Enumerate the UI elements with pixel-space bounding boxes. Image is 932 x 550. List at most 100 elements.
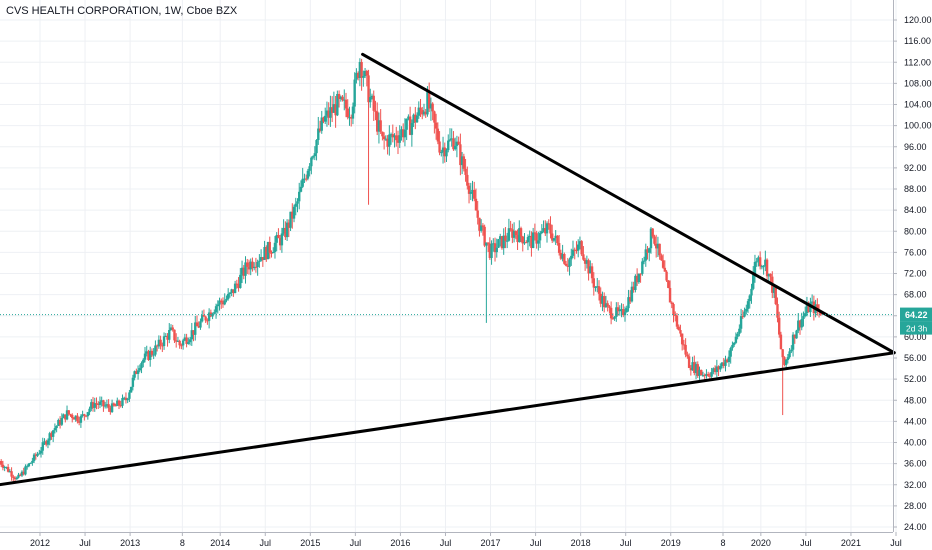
candle-down	[679, 330, 682, 334]
candle-up	[618, 309, 621, 312]
candle-up	[216, 304, 219, 307]
candle-up	[810, 301, 814, 303]
candle-up	[369, 97, 372, 103]
candle-down	[473, 189, 476, 199]
candle-up	[317, 128, 320, 141]
candle-up	[492, 243, 495, 245]
price-tick-label: 68.00	[904, 290, 927, 300]
candle-up	[90, 402, 93, 409]
candle-up	[403, 129, 407, 138]
candle-up	[320, 117, 323, 131]
candle-down	[13, 477, 17, 480]
price-tick-label: 76.00	[904, 247, 927, 257]
time-tick-label: 2021	[841, 538, 861, 548]
candle-down	[602, 296, 606, 308]
candle-down	[381, 131, 384, 137]
candle-up	[103, 405, 107, 407]
candle-down	[77, 421, 81, 423]
candle-down	[173, 329, 176, 341]
candle-up	[505, 240, 509, 242]
candle-up	[731, 344, 734, 349]
candle-up	[240, 267, 244, 275]
candle-down	[284, 227, 287, 238]
candle-up	[732, 342, 736, 345]
candle-down	[544, 228, 547, 234]
candle-up	[596, 286, 599, 288]
candle-up	[273, 242, 277, 252]
time-axis[interactable]: 2012 Jul 2013 8 2014 Jul 2015 Jul 2016 Jul 2017 Jul…	[0, 532, 902, 548]
candle-up	[724, 359, 727, 366]
candle-up	[694, 364, 698, 374]
candle-up	[764, 259, 767, 267]
candle-down	[663, 267, 667, 272]
candle-down	[34, 454, 38, 456]
candle-down	[758, 257, 762, 267]
candle-up	[410, 123, 414, 135]
candle-down	[478, 217, 481, 231]
candle-down	[268, 241, 271, 253]
candle-down	[573, 249, 576, 251]
candle-up	[41, 442, 44, 451]
candle-down	[551, 233, 554, 241]
candle-up	[226, 293, 230, 299]
candle-up	[152, 354, 155, 356]
candle-up	[214, 306, 218, 313]
candle-up	[296, 201, 299, 204]
price-tick-label: 100.00	[904, 121, 932, 131]
candle-up	[745, 308, 748, 312]
candle-up	[363, 70, 367, 77]
candle-up	[710, 371, 713, 377]
candle-down	[112, 403, 116, 406]
candle-down	[438, 141, 441, 153]
candle-down	[665, 271, 668, 281]
candle-up	[280, 233, 284, 246]
candle-down	[486, 242, 490, 244]
time-tick-label: 2020	[751, 538, 771, 548]
candle-down	[161, 345, 164, 347]
candle-down	[58, 419, 62, 425]
candle-up	[223, 300, 226, 305]
candle-up	[176, 340, 180, 342]
candle-up	[526, 237, 530, 243]
candle-up	[389, 134, 393, 136]
candle-up	[81, 414, 84, 417]
candle-up	[649, 228, 653, 249]
candle-down	[559, 252, 563, 259]
candle-down	[72, 418, 76, 420]
candle-down	[195, 322, 199, 327]
candle-down	[202, 315, 206, 317]
candle-down	[549, 224, 552, 234]
candle-down	[265, 247, 268, 260]
time-tick-label: 2017	[481, 538, 501, 548]
candle-up	[495, 247, 498, 253]
candle-up	[528, 235, 531, 238]
candle-down	[628, 297, 632, 302]
time-tick-label: 2015	[300, 538, 320, 548]
price-axis[interactable]: 120.00 116.00 112.00 108.00 104.00 100.00 96.0…	[893, 0, 932, 532]
candle-down	[793, 334, 797, 339]
candle-up	[561, 253, 564, 259]
candle-down	[488, 243, 492, 258]
candle-up	[123, 397, 126, 399]
candle-up	[325, 110, 329, 116]
candle-down	[391, 134, 394, 138]
candle-down	[670, 302, 673, 305]
candle-down	[337, 93, 341, 99]
candle-down	[178, 340, 181, 346]
candle-up	[355, 72, 358, 80]
candle-up	[627, 297, 630, 309]
candle-down	[95, 403, 98, 405]
candle-down	[592, 278, 596, 288]
candle-up	[762, 266, 765, 268]
candle-up	[523, 242, 526, 244]
candle-down	[509, 228, 512, 230]
countdown-label: 2d 3h	[906, 324, 928, 334]
candle-up	[136, 370, 140, 374]
trendlines-layer	[0, 52, 896, 487]
candle-down	[69, 414, 72, 416]
candle-down	[778, 317, 781, 335]
candle-up	[190, 330, 193, 340]
candle-down	[519, 228, 523, 237]
candle-up	[729, 348, 732, 357]
